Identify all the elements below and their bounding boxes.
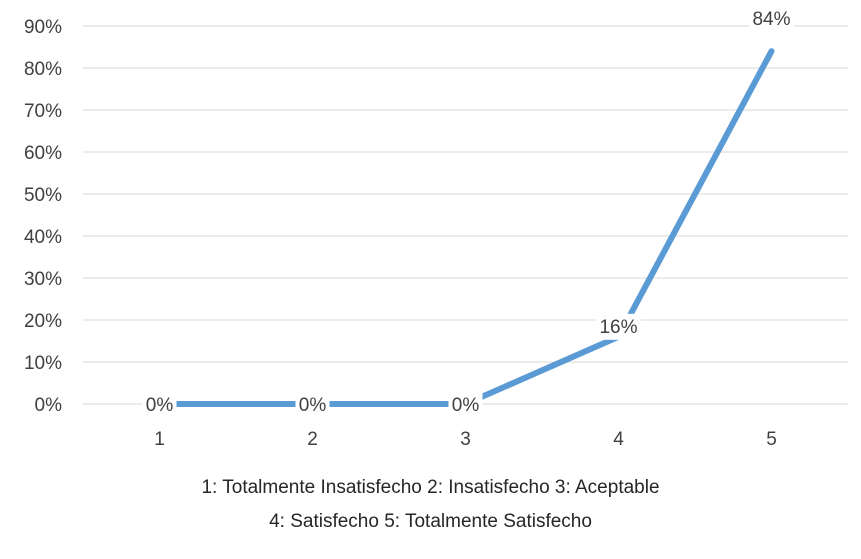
data-label: 84% xyxy=(749,6,794,33)
data-label-text: 84% xyxy=(752,9,790,30)
data-label-background xyxy=(749,6,794,33)
y-tick-label: 40% xyxy=(24,227,62,248)
gridlines xyxy=(83,25,848,405)
data-label-background xyxy=(295,392,330,418)
data-label-background xyxy=(596,313,641,340)
y-tick-label: 80% xyxy=(24,59,62,80)
data-labels: 0% 0% 0% 16% 84% xyxy=(142,6,794,418)
x-tick-label: 4 xyxy=(613,429,624,450)
data-label-text: 0% xyxy=(299,395,327,416)
category-legend-line-1: 1: Totalmente Insatisfecho 2: Insatisfec… xyxy=(201,477,660,498)
y-tick-label: 10% xyxy=(24,353,62,374)
data-label-text: 0% xyxy=(146,395,174,416)
series xyxy=(156,48,775,407)
data-label: 16% xyxy=(596,313,641,340)
y-axis-ticks: 0% 10% 20% 30% 40% 50% 60% 70% 80% 90% xyxy=(24,17,62,416)
y-tick-label: 90% xyxy=(24,17,62,38)
y-tick-label: 50% xyxy=(24,185,62,206)
y-tick-label: 70% xyxy=(24,101,62,122)
x-tick-label: 3 xyxy=(460,429,471,450)
data-label: 0% xyxy=(295,392,330,418)
data-label: 0% xyxy=(142,392,177,418)
y-tick-label: 60% xyxy=(24,143,62,164)
y-tick-label: 0% xyxy=(35,395,63,416)
x-tick-label: 5 xyxy=(766,429,777,450)
x-tick-label: 1 xyxy=(154,429,165,450)
x-tick-label: 2 xyxy=(307,429,318,450)
category-legend-line-2: 4: Satisfecho 5: Totalmente Satisfecho xyxy=(269,511,592,532)
data-label-text: 16% xyxy=(599,317,637,338)
series-line xyxy=(156,48,775,407)
data-label: 0% xyxy=(448,392,483,418)
y-tick-label: 20% xyxy=(24,311,62,332)
data-label-text: 0% xyxy=(452,395,480,416)
y-tick-label: 30% xyxy=(24,269,62,290)
data-label-background xyxy=(142,392,177,418)
x-axis-ticks: 1 2 3 4 5 xyxy=(154,429,777,450)
data-label-background xyxy=(448,392,483,418)
